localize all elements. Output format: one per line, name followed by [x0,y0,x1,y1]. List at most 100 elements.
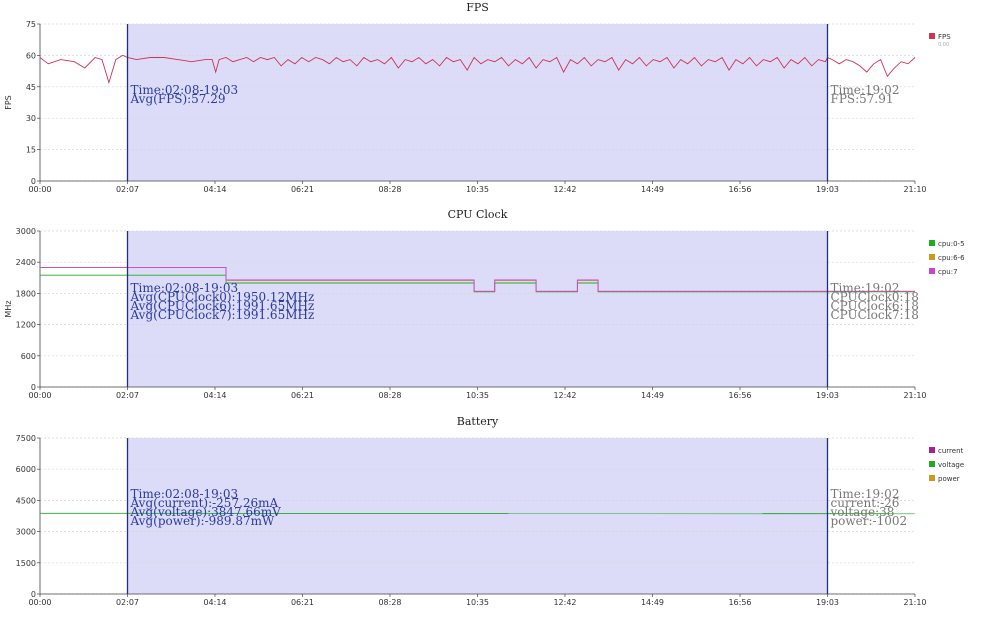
legend-label[interactable]: cpu:6-6 [938,254,965,262]
legend-swatch[interactable] [929,33,935,39]
legend-label[interactable]: current [938,447,964,455]
y-tick-label: 7500 [16,434,36,443]
x-tick-label: 10:35 [466,185,489,194]
x-tick-label: 16:56 [728,598,751,607]
x-tick-label: 16:56 [728,185,751,194]
series-line-fps[interactable] [39,54,916,85]
cursor-annotation: CPUClock6:18 [831,299,919,313]
battery-chart[interactable]: Battery 0 1500 3000 4500 6000 7500 00:00 02:07 04… [16,415,965,607]
x-tick-label: 14:49 [641,391,664,400]
x-tick-label: 10:35 [466,391,489,400]
x-tick-label: 06:21 [291,185,314,194]
y-tick-label: 75 [26,20,36,29]
cursor-annotation: CPUClock7:18 [831,308,919,322]
y-tick-label: 0 [31,383,36,392]
x-tick-label: 04:14 [203,185,226,194]
x-tick-label: 12:42 [553,598,576,607]
selection-annotation: Avg(power):-989.87mW [130,514,275,528]
y-tick-label: 3000 [16,227,36,236]
x-tick-label: 04:14 [203,391,226,400]
y-tick-label: 30 [26,114,36,123]
legend-swatch[interactable] [929,447,935,453]
y-axis-label: FPS [4,95,13,110]
x-tick-label: 00:00 [28,391,51,400]
y-tick-label: 1500 [16,559,36,568]
legend-label[interactable]: FPS [938,33,951,41]
selection-band[interactable] [127,24,828,181]
legend-label[interactable]: cpu:7 [938,268,958,276]
selection-band[interactable] [127,231,828,387]
x-tick-label: 08:28 [378,185,401,194]
legend-label[interactable]: voltage [938,461,964,469]
cursor-annotation: power:-1002 [831,514,908,528]
series-line-cpu-7[interactable] [40,266,915,292]
x-tick-label: 16:56 [728,391,751,400]
x-tick-label: 02:07 [116,185,139,194]
y-tick-label: 4500 [16,496,36,505]
x-tick-label: 19:03 [816,185,839,194]
x-tick-label: 08:28 [378,391,401,400]
x-tick-label: 02:07 [116,598,139,607]
series-line-cpu-0-5[interactable] [40,274,915,293]
x-tick-label: 06:21 [291,598,314,607]
x-tick-label: 12:42 [553,185,576,194]
x-tick-label: 21:10 [903,185,926,194]
y-tick-label: 1200 [16,321,36,330]
x-tick-label: 00:00 [28,598,51,607]
selection-annotation: Avg(FPS):57.29 [130,92,226,106]
chart-title: FPS [466,1,489,14]
chart-title: CPU Clock [448,208,508,221]
chart-title: Battery [457,415,499,428]
y-axis-label: MHz [4,300,13,317]
y-tick-label: 1800 [16,289,36,298]
y-tick-label: 600 [21,352,36,361]
cursor-annotation: current:-26 [831,496,900,510]
x-tick-label: 14:49 [641,598,664,607]
selection-annotation: Avg(voltage):3847.66mV [130,505,282,519]
selection-annotation: Avg(CPUClock7):1991.65MHz [130,308,315,322]
cursor-annotation: voltage:38 [830,505,895,519]
legend-swatch[interactable] [929,268,935,274]
selection-annotation: Time:02:08-19:03 [131,487,239,501]
legend-swatch[interactable] [929,240,935,246]
cursor-annotation: FPS:57.91 [831,92,894,106]
cursor-annotation: Time:19:02 [831,83,900,97]
x-tick-label: 02:07 [116,391,139,400]
selection-annotation: Time:02:08-19:03 [131,83,239,97]
selection-band[interactable] [127,438,828,594]
legend-swatch[interactable] [929,254,935,260]
x-tick-label: 10:35 [466,598,489,607]
legend-label[interactable]: power [938,475,960,483]
x-tick-label: 06:21 [291,391,314,400]
y-tick-label: 2400 [16,258,36,267]
x-tick-label: 21:10 [903,598,926,607]
series-line-cpu-6-6[interactable] [40,266,915,292]
fps-chart[interactable]: FPS 0 15 30 45 60 75 00:00 02:07 04:14 06:21 08:28 1… [4,1,951,194]
y-tick-label: 0 [31,590,36,599]
x-tick-label: 19:03 [816,598,839,607]
selection-annotation: Time:02:08-19:03 [131,281,239,295]
cursor-annotation: Time:19:02 [831,281,900,295]
legend-label[interactable]: cpu:0-5 [938,240,965,248]
x-tick-label: 19:03 [816,391,839,400]
y-tick-label: 15 [26,146,36,155]
legend-sub-value: 0.00 [938,42,949,48]
cursor-annotation: CPUClock0:18 [831,290,919,304]
x-tick-label: 14:49 [641,185,664,194]
selection-annotation: Avg(CPUClock6):1991.65MHz [130,299,315,313]
y-tick-label: 0 [31,177,36,186]
y-tick-label: 6000 [16,465,36,474]
x-tick-label: 08:28 [378,598,401,607]
legend-swatch[interactable] [929,461,935,467]
y-tick-label: 60 [26,51,36,60]
x-tick-label: 12:42 [553,391,576,400]
cpu-clock-chart[interactable]: CPU Clock 0 600 1200 1800 2400 3000 00:00 02:07 0… [4,208,965,400]
x-tick-label: 00:00 [28,185,51,194]
selection-annotation: Avg(CPUClock0):1950.12MHz [130,290,315,304]
selection-annotation: Avg(current):-257.26mA [130,496,279,510]
legend-swatch[interactable] [929,475,935,481]
cursor-annotation: Time:19:02 [831,487,900,501]
x-tick-label: 04:14 [203,598,226,607]
y-tick-label: 45 [26,83,36,92]
